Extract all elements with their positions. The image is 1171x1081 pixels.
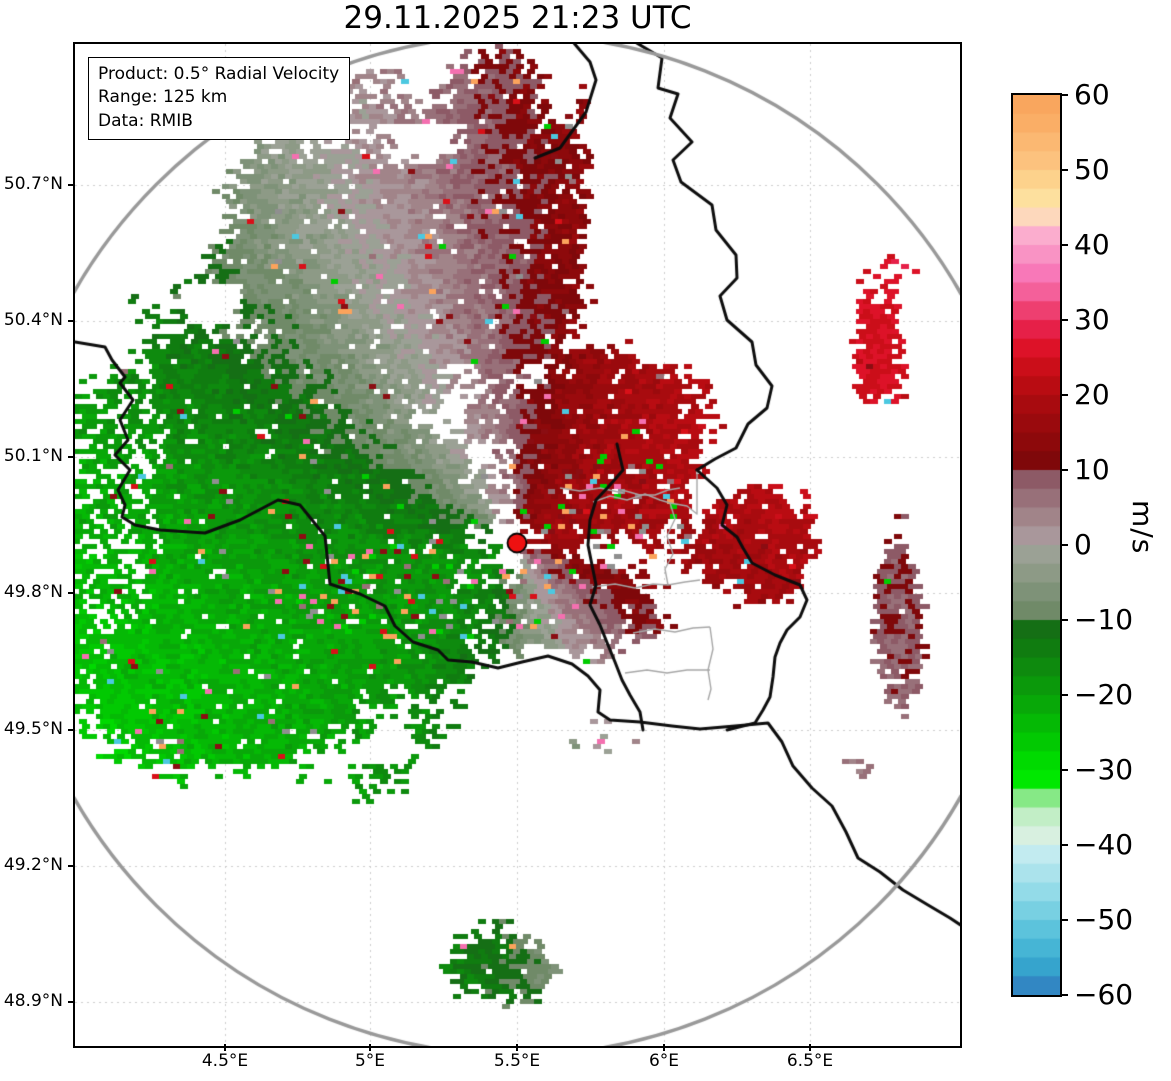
colorbar-tick-label: 0 [1074,528,1092,561]
data-source-label: Data: RMIB [98,110,193,131]
lon-tick-label: 5°E [354,1051,386,1071]
lat-tick-label: 48.9°N [3,991,63,1011]
lon-tick-label: 6°E [648,1051,680,1071]
lat-tick-label: 50.1°N [3,446,63,466]
colorbar-tick-mark [1060,94,1068,96]
colorbar-tick-mark [1060,169,1068,171]
colorbar-tick-label: 50 [1074,153,1110,186]
lat-tick-label: 49.8°N [3,582,63,602]
colorbar-tick-mark [1060,844,1068,846]
product-label: Product: 0.5° Radial Velocity [98,64,340,84]
colorbar-tick-mark [1060,469,1068,471]
colorbar-tick-label: −60 [1074,978,1134,1011]
colorbar-tick-label: −20 [1074,678,1134,711]
colorbar-tick-mark [1060,994,1068,996]
lat-tick-mark [68,1001,75,1003]
colorbar-tick-label: −40 [1074,828,1134,861]
colorbar-tick-mark [1060,619,1068,621]
lat-tick-label: 50.4°N [3,310,63,330]
lon-tick-label: 4.5°E [201,1051,249,1071]
colorbar-tick-label: 60 [1074,78,1110,111]
colorbar-tick-label: −50 [1074,903,1134,936]
colorbar-tick-mark [1060,544,1068,546]
lon-tick-label: 6.5°E [786,1051,834,1071]
colorbar-tick-label: 20 [1074,378,1110,411]
colorbar-tick-mark [1060,319,1068,321]
product-info-box: Product: 0.5° Radial Velocity Range: 125… [88,57,351,141]
colorbar-gradient-canvas [1013,95,1060,995]
radar-map-canvas [75,44,960,1046]
colorbar-tick-mark [1060,694,1068,696]
colorbar-tick-label: 30 [1074,303,1110,336]
lat-tick-label: 50.7°N [3,174,63,194]
colorbar [1011,93,1062,997]
lon-tick-mark [224,1044,226,1051]
range-label: Range: 125 km [98,87,228,108]
lat-tick-mark [68,456,75,458]
colorbar-tick-mark [1060,244,1068,246]
colorbar-tick-mark [1060,394,1068,396]
colorbar-tick-label: −30 [1074,753,1134,786]
lat-tick-mark [68,592,75,594]
lon-tick-mark [369,1044,371,1051]
lat-tick-mark [68,184,75,186]
colorbar-tick-label: 10 [1074,453,1110,486]
figure-title: 29.11.2025 21:23 UTC [343,0,692,36]
map-plot-area: Product: 0.5° Radial Velocity Range: 125… [73,42,962,1048]
lat-tick-label: 49.2°N [3,855,63,875]
colorbar-tick-label: −10 [1074,603,1134,636]
colorbar-unit-label: m/s [1126,500,1159,555]
lat-tick-label: 49.5°N [3,719,63,739]
lon-tick-mark [516,1044,518,1051]
lat-tick-mark [68,320,75,322]
colorbar-tick-label: 40 [1074,228,1110,261]
lon-tick-mark [809,1044,811,1051]
colorbar-tick-mark [1060,769,1068,771]
lon-tick-mark [663,1044,665,1051]
lon-tick-label: 5.5°E [493,1051,541,1071]
colorbar-tick-mark [1060,919,1068,921]
lat-tick-mark [68,865,75,867]
lat-tick-mark [68,729,75,731]
